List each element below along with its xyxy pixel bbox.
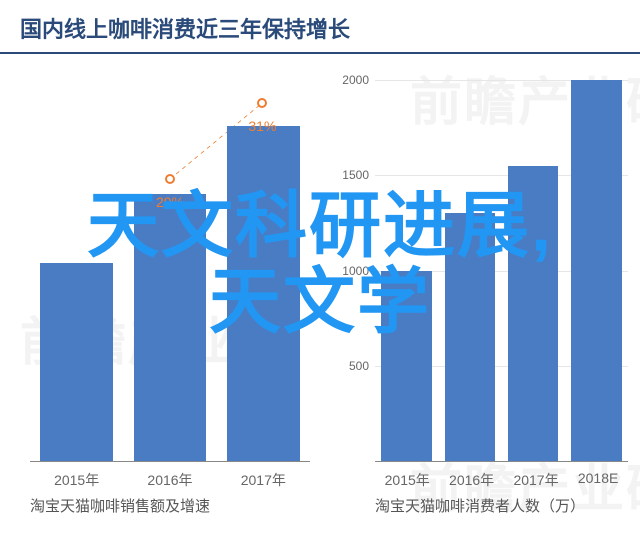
left-chart-caption: 淘宝天猫咖啡销售额及增速: [30, 495, 210, 516]
bar: [571, 80, 622, 461]
y-tick-label: 500: [349, 359, 375, 373]
x-tick-label: 2018E: [578, 470, 618, 490]
growth-label: 31%: [248, 118, 276, 134]
y-tick-label: 1500: [342, 168, 375, 182]
x-tick-label: 2016年: [147, 470, 192, 490]
x-tick-label: 2016年: [449, 470, 494, 490]
bar: [40, 263, 113, 461]
left-x-axis-labels: 2015年 2016年 2017年: [30, 470, 310, 490]
left-bars: [30, 80, 310, 461]
y-tick-label: 1000: [342, 264, 375, 278]
bar: [134, 194, 207, 461]
right-plot-area: 500100015002000: [375, 80, 628, 462]
consumer-count-chart: 500100015002000 2015年2016年2017年2018E 淘宝天…: [320, 60, 640, 552]
growth-label: 29%: [156, 194, 184, 210]
chart-title: 国内线上咖啡消费近三年保持增长: [0, 0, 640, 54]
x-tick-label: 2015年: [385, 470, 430, 490]
x-tick-label: 2017年: [241, 470, 286, 490]
x-tick-label: 2015年: [54, 470, 99, 490]
y-tick-label: 2000: [342, 73, 375, 87]
right-chart-caption: 淘宝天猫咖啡消费者人数（万）: [375, 495, 585, 516]
bar: [227, 126, 300, 461]
bar: [508, 166, 559, 461]
bar: [381, 271, 432, 462]
left-plot-area: 29% 31%: [30, 80, 310, 462]
right-x-axis-labels: 2015年 2016年 2017年 2018E: [375, 470, 628, 490]
sales-growth-chart: 29% 31% 2015年 2016年 2017年 淘宝天猫咖啡销售额及增速: [0, 60, 320, 552]
charts-container: 29%31% 2015年2016年2017年 淘宝天猫咖啡销售额及增速 5001…: [0, 60, 640, 552]
right-bars: [375, 80, 628, 461]
x-tick-label: 2017年: [513, 470, 558, 490]
bar: [445, 213, 496, 461]
growth-marker: [165, 174, 175, 184]
growth-marker: [257, 98, 267, 108]
